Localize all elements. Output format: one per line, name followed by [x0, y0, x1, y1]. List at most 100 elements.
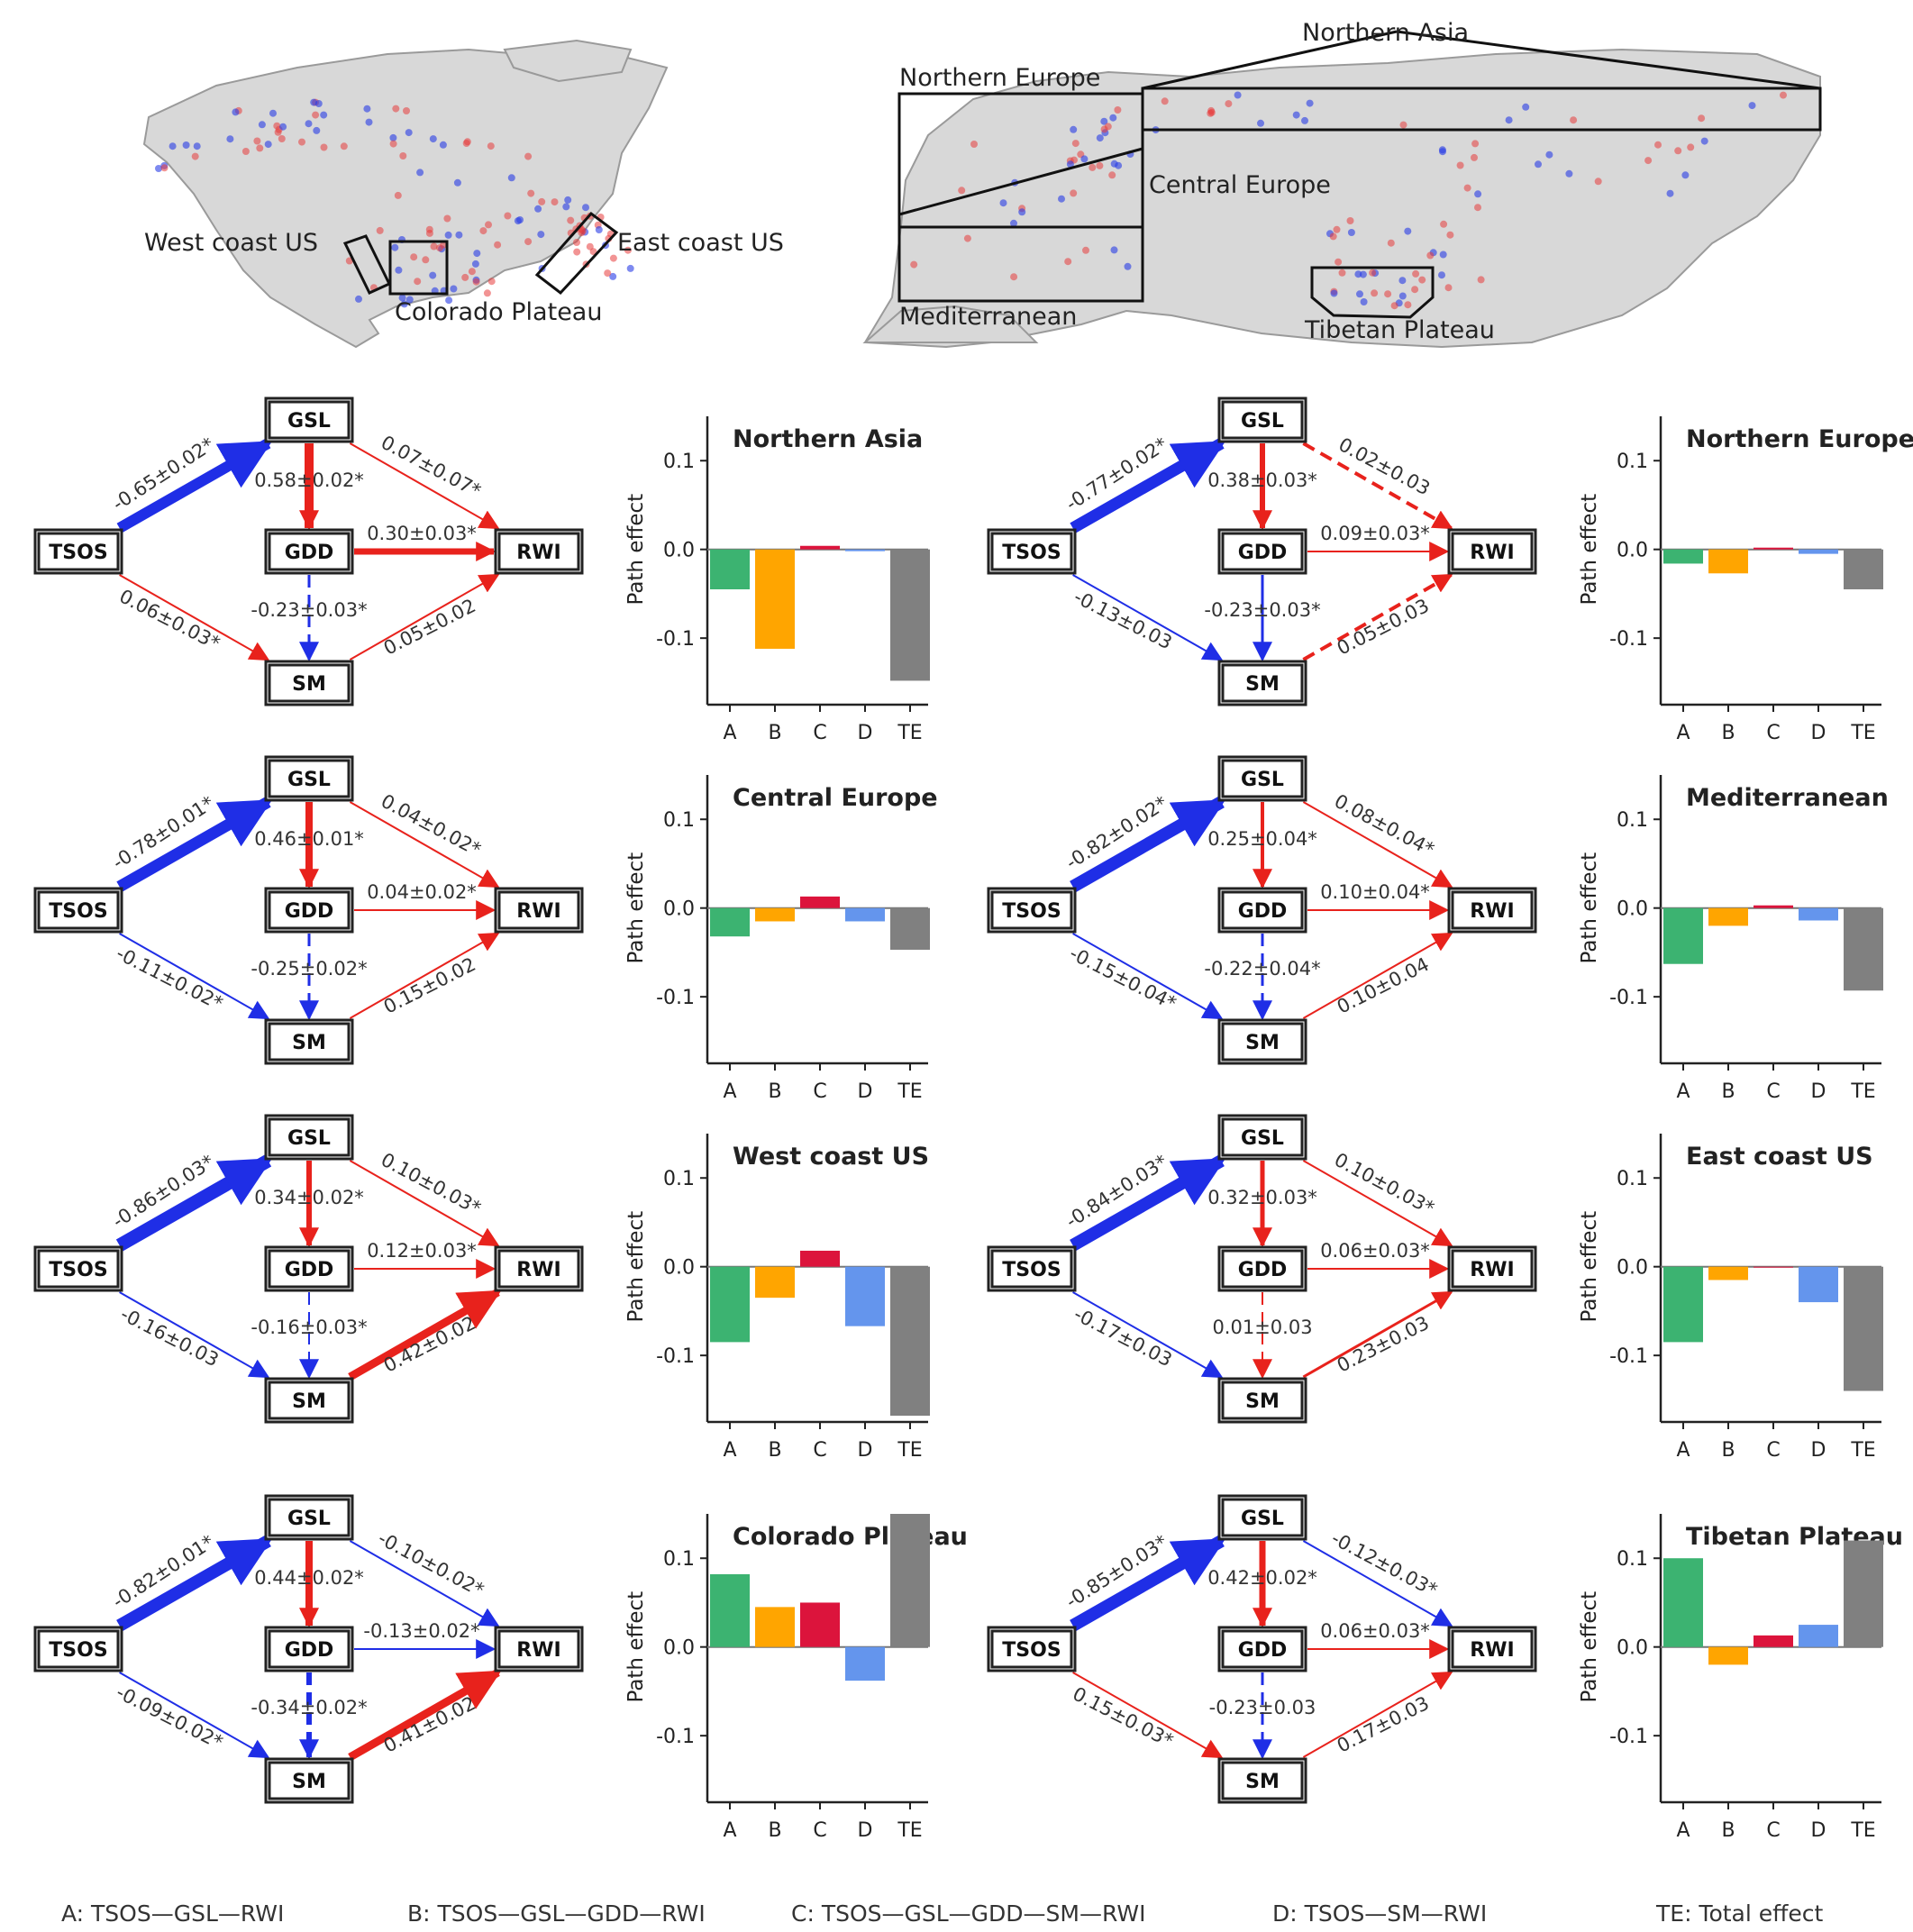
edge-label-gsl-gdd: 0.42±0.02*: [1207, 1567, 1317, 1589]
path-diagram: -0.85±0.03* 0.42±0.02* -0.12±0.03*0.06±0.0…: [987, 1494, 1537, 1804]
site-dot: [1080, 155, 1089, 163]
node-inner: [268, 400, 351, 440]
africa-north-edge: [862, 305, 1039, 343]
node-gsl: GSL: [1217, 755, 1307, 802]
node-label: SM: [292, 673, 326, 696]
site-dot: [1225, 100, 1233, 108]
site-dot: [1330, 289, 1338, 297]
edge-tsos-sm: [119, 574, 270, 661]
panel-6: -0.84±0.03* 0.32±0.03* 0.10±0.03*0.06±0.03…: [987, 1114, 1883, 1462]
edge-label-tsos-sm: -0.17±0.03: [1070, 1303, 1176, 1371]
node-rwi: RWI: [1447, 1245, 1537, 1292]
site-dot: [524, 152, 533, 160]
path-diagram: -0.86±0.03* 0.34±0.02* 0.10±0.03*0.12±0.03…: [33, 1114, 584, 1424]
y-tick-label: -0.1: [656, 628, 695, 651]
bar-a: [1663, 907, 1703, 964]
bar-d: [1799, 549, 1838, 554]
edge-label-sm-rwi: 0.17±0.03: [1334, 1692, 1433, 1757]
node-sm: SM: [1217, 1757, 1307, 1804]
node-sm: SM: [264, 1018, 354, 1065]
bar-d: [1799, 1266, 1838, 1303]
node-label: RWI: [516, 1259, 560, 1281]
panel-5: -0.86±0.03* 0.34±0.02* 0.10±0.03*0.12±0.03…: [33, 1114, 930, 1462]
node-label: SM: [1245, 1390, 1280, 1413]
edge-tsos-sm: [119, 933, 270, 1020]
x-tick-label: D: [858, 722, 873, 744]
box-colorado-plateau: [388, 240, 449, 296]
y-axis-label: Path effect: [624, 1591, 648, 1703]
northern-asia-connector: [1142, 30, 1398, 90]
edge-tsos-gsl: [1070, 438, 1226, 533]
bar-b: [755, 549, 795, 649]
chart-title: West coast US: [733, 1143, 929, 1171]
site-dot: [1071, 140, 1079, 148]
edge-label-gsl-gdd: 0.58±0.02*: [254, 469, 364, 491]
x-tick-label: D: [858, 1819, 873, 1842]
site-dot: [455, 231, 463, 239]
site-dot: [1463, 184, 1471, 192]
site-dot: [363, 105, 371, 113]
site-dot: [483, 289, 491, 297]
site-dot: [399, 152, 407, 159]
box-northern-asia: [1141, 87, 1822, 132]
y-tick-label: 0.0: [1617, 1257, 1648, 1280]
node-label: TSOS: [49, 1259, 107, 1281]
bar-b: [755, 1266, 795, 1299]
node-tsos: TSOS: [987, 887, 1077, 934]
x-tick-label: D: [1811, 722, 1826, 744]
edge-label-gdd-rwi: 0.04±0.02*: [367, 881, 477, 903]
bar-c: [1754, 1635, 1793, 1647]
node-gdd: GDD: [264, 1245, 354, 1292]
y-tick-label: -0.1: [1609, 628, 1648, 651]
y-tick-label: 0.1: [1617, 1168, 1648, 1190]
site-dot: [226, 135, 234, 143]
node-inner: [268, 1022, 351, 1062]
node-rwi: RWI: [494, 1245, 584, 1292]
label-west-coast-us: West coast US: [144, 229, 318, 257]
site-dot: [422, 256, 430, 264]
node-inner: [37, 532, 120, 571]
path-diagram: -0.82±0.01* 0.44±0.02* -0.10±0.02*-0.13±0.…: [33, 1494, 584, 1804]
edge-tsos-sm: [1072, 933, 1224, 1020]
node-label: GDD: [1238, 900, 1288, 923]
node-inner: [1221, 1381, 1304, 1420]
site-dot: [1108, 171, 1116, 179]
edge-label-gsl-rwi: 0.07±0.07*: [378, 432, 485, 502]
x-tick-label: B: [768, 1080, 781, 1103]
site-dot: [160, 164, 169, 172]
site-dot: [193, 142, 201, 150]
site-dot: [1070, 125, 1078, 133]
bar-c: [1754, 905, 1793, 908]
site-dot: [1018, 208, 1026, 216]
node-inner: [497, 1629, 580, 1669]
bar-te: [1844, 1266, 1883, 1391]
site-dot: [1412, 269, 1420, 278]
panels: -0.65±0.02* 0.58±0.02* 0.07±0.07*0.30±0.03…: [33, 396, 1913, 1842]
site-dot: [1010, 273, 1018, 281]
site-dot: [1404, 227, 1412, 235]
site-dot: [1234, 91, 1242, 99]
edge-label-gdd-sm: 0.01±0.03: [1212, 1317, 1312, 1338]
site-dot: [392, 105, 400, 113]
edge-label-gsl-rwi: 0.10±0.03*: [378, 1149, 485, 1219]
y-axis-label: Path effect: [1578, 1211, 1601, 1323]
node-inner: [1221, 400, 1304, 440]
x-tick-label: A: [1676, 1439, 1690, 1462]
site-dot: [1440, 220, 1448, 228]
site-dot: [567, 216, 575, 224]
node-label: GDD: [1238, 1639, 1288, 1662]
x-tick-label: D: [1811, 1819, 1826, 1842]
site-dot: [429, 271, 437, 279]
x-tick-label: C: [1766, 1439, 1780, 1462]
edge-gsl-rwi: [349, 801, 500, 889]
site-dot: [958, 187, 966, 195]
bar-a: [710, 907, 750, 937]
node-sm: SM: [1217, 1018, 1307, 1065]
node-label: RWI: [1470, 1639, 1514, 1662]
edge-label-gdd-sm: -0.23±0.03*: [251, 599, 367, 621]
site-dot: [389, 133, 397, 141]
site-dot: [1471, 153, 1478, 161]
node-label: GSL: [287, 1508, 331, 1530]
site-dot: [468, 268, 476, 276]
